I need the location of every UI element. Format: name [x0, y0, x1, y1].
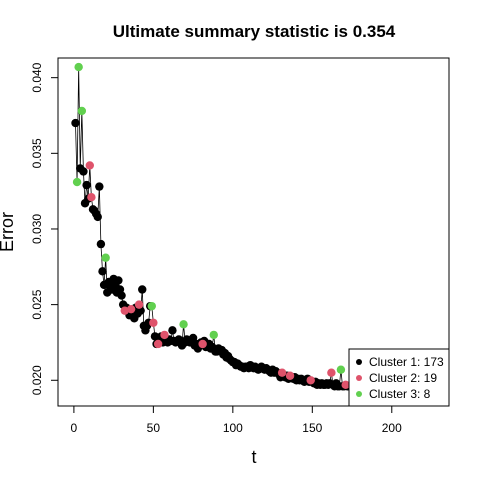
- x-axis-label: t: [251, 447, 256, 467]
- data-point-cluster-2: [306, 376, 315, 385]
- y-axis: 0.020 0.025 0.030 0.035 0.040: [30, 62, 59, 395]
- data-point-cluster-2: [327, 368, 336, 377]
- data-point-cluster-3: [179, 320, 188, 329]
- data-point-cluster-2: [153, 339, 163, 349]
- data-point-cluster-1: [96, 239, 106, 249]
- x-axis: 0 50 100 150 200: [71, 405, 402, 435]
- data-point-cluster-1: [79, 167, 88, 176]
- data-point-cluster-2: [160, 330, 169, 340]
- y-tick-label: 0.035: [30, 138, 44, 168]
- x-tick-label: 150: [302, 421, 322, 435]
- x-tick-label: 100: [223, 421, 243, 435]
- y-tick-label: 0.040: [30, 62, 44, 92]
- data-point-cluster-3: [101, 253, 110, 262]
- x-tick-label: 200: [382, 421, 402, 435]
- legend-marker-cluster-2: [356, 375, 362, 381]
- data-point-cluster-1: [93, 212, 102, 222]
- legend-label-cluster-1: Cluster 1: 173: [369, 355, 444, 369]
- data-point-cluster-2: [149, 318, 158, 327]
- legend-marker-cluster-1: [356, 359, 362, 365]
- data-point-cluster-2: [126, 304, 136, 314]
- data-point-cluster-3: [74, 62, 83, 72]
- data-point-cluster-2: [198, 339, 207, 349]
- y-tick-label: 0.025: [30, 289, 44, 319]
- data-point-cluster-1: [117, 291, 126, 300]
- data-point-cluster-3: [336, 365, 346, 374]
- data-point-cluster-2: [87, 193, 96, 202]
- data-point-cluster-3: [77, 106, 87, 116]
- data-point-cluster-2: [85, 161, 94, 170]
- legend-marker-cluster-3: [356, 391, 362, 397]
- legend-label-cluster-2: Cluster 2: 19: [369, 371, 437, 385]
- x-tick-label: 0: [71, 421, 78, 435]
- data-point-cluster-1: [71, 118, 80, 128]
- data-point-cluster-1: [98, 267, 107, 276]
- y-axis-label: Error: [0, 212, 17, 252]
- legend-label-cluster-3: Cluster 3: 8: [369, 387, 431, 401]
- data-point-cluster-2: [120, 306, 129, 315]
- data-point-cluster-2: [341, 380, 350, 390]
- data-point-cluster-1: [95, 182, 104, 191]
- data-point-cluster-2: [285, 371, 295, 380]
- data-point-cluster-3: [72, 177, 82, 187]
- data-point-cluster-1: [82, 180, 91, 190]
- data-point-cluster-3: [147, 301, 156, 311]
- data-point-cluster-1: [168, 326, 177, 335]
- data-point-cluster-2: [277, 368, 287, 377]
- y-tick-label: 0.020: [30, 365, 44, 395]
- legend-box: [348, 348, 450, 407]
- legend: Cluster 1: 173 Cluster 2: 19 Cluster 3: …: [348, 348, 450, 407]
- data-point-cluster-1: [114, 276, 123, 285]
- data-point-cluster-2: [134, 300, 144, 309]
- chart-title: Ultimate summary statistic is 0.354: [113, 22, 396, 41]
- y-tick-label: 0.030: [30, 214, 44, 244]
- data-point-cluster-3: [209, 330, 218, 340]
- data-point-cluster-1: [138, 285, 147, 294]
- x-tick-label: 50: [147, 421, 161, 435]
